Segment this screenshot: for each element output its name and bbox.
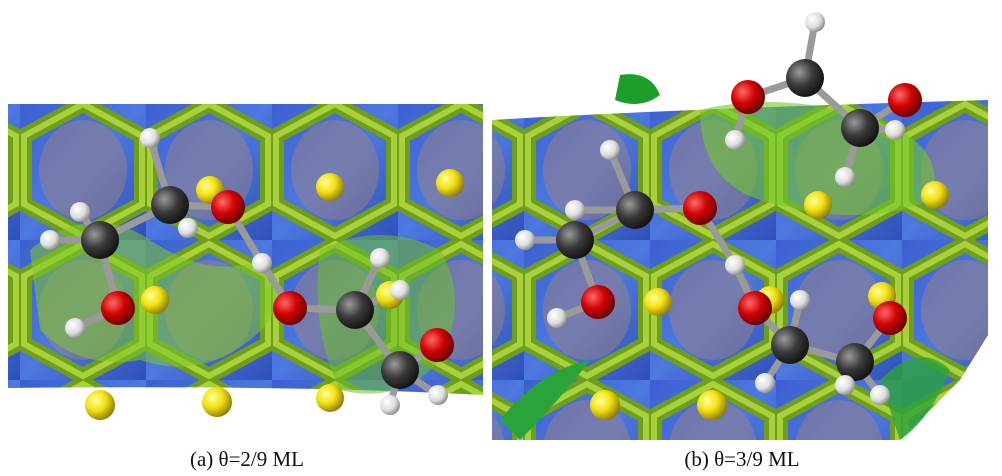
panel-a-image — [8, 104, 483, 420]
panel-b-image — [492, 12, 988, 440]
page: (a) θ=2/9 ML (b) θ=3/9 ML (() => { const… — [0, 0, 1002, 476]
caption: (b) θ=3/9 ML — [684, 447, 799, 471]
figure: (a) θ=2/9 ML (b) θ=3/9 ML — [0, 0, 1002, 476]
caption: (a) θ=2/9 ML — [190, 447, 304, 471]
